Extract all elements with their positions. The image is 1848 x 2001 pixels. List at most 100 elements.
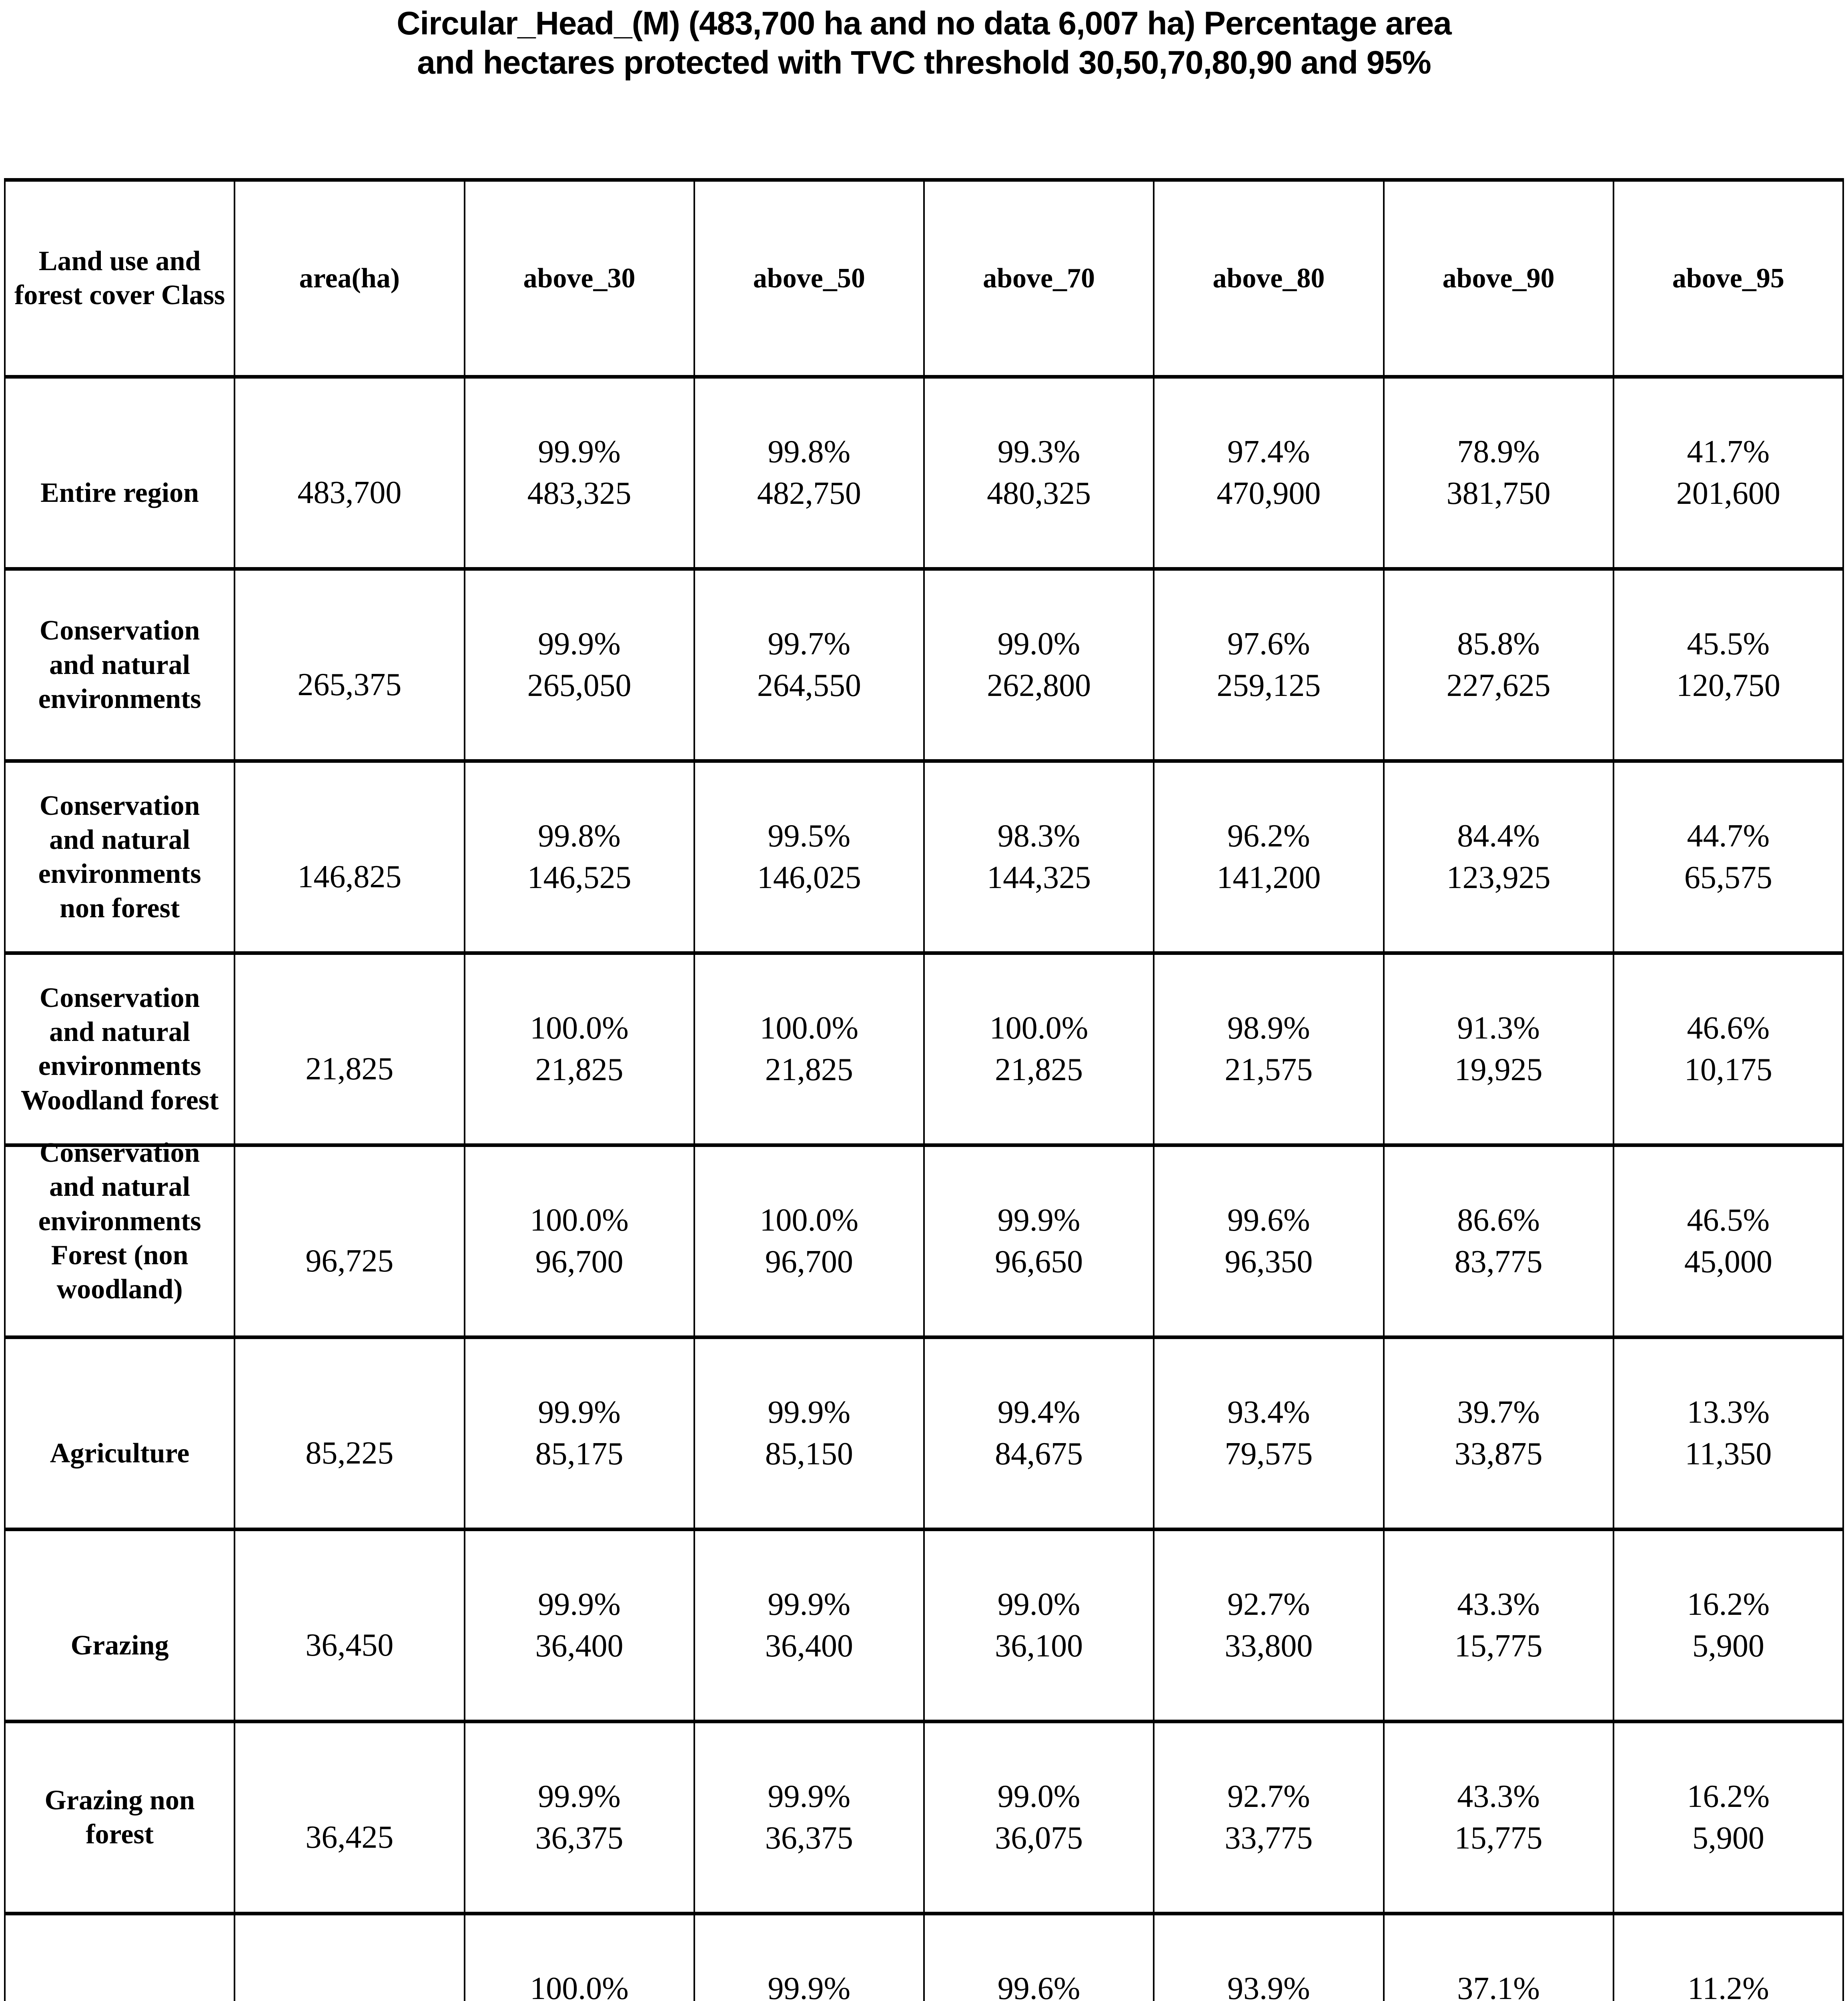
percent-value: 85.8% [1457, 626, 1540, 662]
percent-value: 99.9% [997, 1203, 1080, 1238]
percent-value: 98.9% [1227, 1011, 1310, 1046]
threshold-cell: 99.3% 480,325 [923, 375, 1155, 571]
threshold-cell: 93.9%45,775 [1153, 1911, 1385, 2001]
percent-value: 99.9% [768, 1971, 851, 2001]
page-title-line1: Circular_Head_(M) (483,700 ha and no dat… [397, 5, 1452, 42]
percent-value: 99.6% [997, 1971, 1080, 2001]
threshold-cell: 98.9% 21,575 [1153, 951, 1385, 1147]
hectares-value: 21,825 [995, 1052, 1083, 1088]
threshold-cell: 99.0% 262,800 [923, 567, 1155, 763]
hectares-value: 36,375 [765, 1821, 853, 1856]
percent-value: 45.5% [1687, 626, 1770, 662]
percent-value: 97.6% [1227, 626, 1310, 662]
hectares-value: 36,075 [995, 1821, 1083, 1856]
percent-value: 93.4% [1227, 1395, 1310, 1430]
percent-value: 99.0% [997, 626, 1080, 662]
area-cell: 36,450 [234, 1527, 465, 1723]
hectares-value: 21,825 [535, 1052, 623, 1088]
threshold-cell: 37.1%18,100 [1383, 1911, 1614, 2001]
area-cell: 48,725 [234, 1911, 465, 2001]
area-value: 36,425 [305, 1819, 394, 1855]
table-row: Conservation and natural environments no… [4, 759, 1844, 955]
threshold-cell: 97.4% 470,900 [1153, 375, 1385, 571]
area-value: 48,725 [235, 1971, 463, 2001]
hectares-value: 483,325 [527, 476, 631, 511]
hectares-value: 85,150 [765, 1436, 853, 1472]
percent-value: 46.5% [1687, 1203, 1770, 1238]
threshold-cell: 13.3% 11,350 [1612, 1335, 1844, 1531]
hectares-value: 11,350 [1685, 1436, 1772, 1472]
hectares-value: 36,400 [765, 1628, 853, 1664]
row-label: Entire region [40, 477, 199, 508]
area-cell: 85,225 [234, 1335, 465, 1531]
column-header-area: area(ha) [234, 178, 465, 379]
threshold-cell: 44.7% 65,575 [1612, 759, 1844, 955]
hectares-value: 84,675 [995, 1436, 1083, 1472]
hectares-value: 36,375 [535, 1821, 623, 1856]
row-label: Grazing non forest [44, 1784, 195, 1850]
percent-value: 41.7% [1687, 434, 1770, 470]
row-label-cell: Grazing [4, 1527, 236, 1723]
hectares-value: 65,575 [1684, 860, 1772, 896]
hectares-value: 36,400 [535, 1628, 623, 1664]
threshold-cell: 100.0% 21,825 [463, 951, 695, 1147]
hectares-value: 10,175 [1684, 1052, 1772, 1088]
row-label: Irrigation [6, 1973, 234, 2001]
area-cell: 483,700 [234, 375, 465, 571]
column-header-above-70: above_70 [923, 178, 1155, 379]
threshold-cell: 99.8% 146,525 [463, 759, 695, 955]
threshold-cell: 99.8% 482,750 [693, 375, 925, 571]
percent-value: 91.3% [1457, 1011, 1540, 1046]
hectares-value: 482,750 [757, 476, 861, 511]
threshold-cell: 99.9% 36,400 [463, 1527, 695, 1723]
row-label: Conservation and natural environments Wo… [20, 982, 219, 1116]
area-value: 96,725 [305, 1243, 394, 1279]
threshold-cell: 11.2%5,450 [1612, 1911, 1844, 2001]
hectares-value: 470,900 [1217, 476, 1321, 511]
threshold-cell: 99.9% 36,400 [693, 1527, 925, 1723]
hectares-value: 264,550 [757, 668, 861, 704]
percent-value: 16.2% [1687, 1587, 1770, 1622]
hectares-value: 21,575 [1225, 1052, 1313, 1088]
percent-value: 99.0% [997, 1587, 1080, 1622]
threshold-cell: 99.0% 36,075 [923, 1719, 1155, 1915]
threshold-cell: 84.4% 123,925 [1383, 759, 1614, 955]
threshold-cell: 99.9% 96,650 [923, 1143, 1155, 1339]
column-header-above-30: above_30 [463, 178, 695, 379]
row-label-cell: Irrigation [4, 1911, 236, 2001]
percent-value: 99.3% [997, 434, 1080, 470]
percent-value: 11.2% [1688, 1971, 1769, 2001]
hectares-value: 45,000 [1684, 1244, 1772, 1280]
area-value: 85,225 [305, 1435, 394, 1471]
percent-value: 100.0% [989, 1011, 1088, 1046]
area-value: 21,825 [305, 1051, 394, 1087]
percent-value: 99.7% [768, 626, 851, 662]
table-row: Conservation and natural environments 265… [4, 567, 1844, 763]
hectares-value: 146,525 [527, 860, 631, 896]
threshold-cell: 99.6% 96,350 [1153, 1143, 1385, 1339]
percent-value: 99.4% [997, 1395, 1080, 1430]
area-value: 36,450 [305, 1627, 394, 1663]
percent-value: 99.9% [768, 1395, 851, 1430]
table-row: Entire region 483,700 99.9% 483,325 99.8% 482… [4, 375, 1844, 571]
hectares-value: 123,925 [1446, 860, 1551, 896]
percent-value: 99.9% [768, 1779, 851, 1815]
percent-value: 99.9% [538, 434, 621, 470]
percent-value: 13.3% [1687, 1395, 1770, 1430]
threshold-cell: 97.6% 259,125 [1153, 567, 1385, 763]
area-value: 483,700 [297, 475, 402, 510]
percent-value: 97.4% [1227, 434, 1310, 470]
threshold-cell: 85.8% 227,625 [1383, 567, 1614, 763]
row-label: Agriculture [50, 1438, 190, 1469]
threshold-cell: 99.0% 36,100 [923, 1527, 1155, 1723]
percent-value: 44.7% [1687, 818, 1770, 854]
hectares-value: 96,700 [765, 1244, 853, 1280]
area-cell: 36,425 [234, 1719, 465, 1915]
threshold-cell: 100.0% 21,825 [693, 951, 925, 1147]
threshold-cell: 16.2% 5,900 [1612, 1719, 1844, 1915]
hectares-value: 265,050 [527, 668, 631, 704]
hectares-value: 21,825 [765, 1052, 853, 1088]
table-row: Grazing 36,450 99.9% 36,400 99.9% 36,400 99.0%… [4, 1527, 1844, 1723]
percent-value: 84.4% [1457, 818, 1540, 854]
threshold-cell: 99.9% 265,050 [463, 567, 695, 763]
